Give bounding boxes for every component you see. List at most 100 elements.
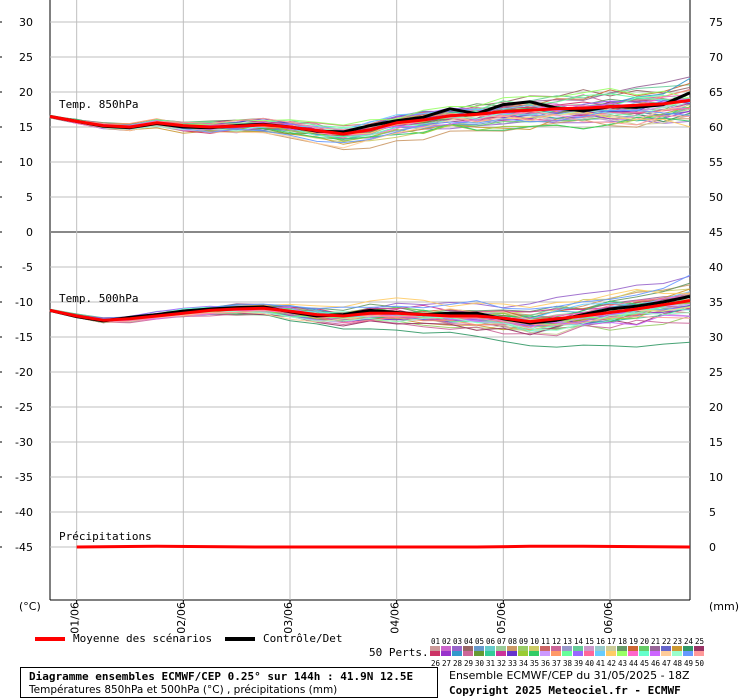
y-tick-label: 15	[19, 121, 33, 134]
y-tick-label: 25	[19, 51, 33, 64]
member-swatch	[617, 646, 627, 651]
member-swatch	[496, 646, 506, 651]
member-number: 01	[431, 637, 440, 646]
y-tick-label: -15	[15, 331, 33, 344]
member-number: 11	[541, 637, 550, 646]
y2-tick-label: 55	[709, 156, 723, 169]
member-number: 35	[530, 659, 539, 666]
y2-tick-label: 25	[709, 366, 723, 379]
member-swatch	[529, 651, 539, 656]
member-swatch	[507, 646, 517, 651]
copyright: Copyright 2025 Meteociel.fr - ECMWF	[449, 684, 681, 697]
member-number: 31	[486, 659, 495, 666]
member-number: 30	[475, 659, 485, 666]
member-number: 02	[442, 637, 451, 646]
y-tick-label: -45	[15, 541, 33, 554]
x-tick-label: 05/06	[495, 602, 508, 634]
y2-tick-label: 15	[709, 436, 723, 449]
member-number: 26	[431, 659, 441, 666]
member-swatch	[496, 651, 506, 656]
member-number: 46	[651, 659, 661, 666]
member-swatch	[584, 646, 594, 651]
y-tick-label: -30	[15, 436, 33, 449]
member-swatch	[573, 651, 583, 656]
legend-mean-label: Moyenne des scénarios	[73, 632, 213, 645]
member-swatch	[562, 646, 572, 651]
chart-caption: Diagramme ensembles ECMWF/CEP 0.25° sur …	[20, 667, 438, 698]
member-swatch	[485, 651, 495, 656]
member-swatch	[694, 651, 704, 656]
panel-label-precip: Précipitations	[59, 530, 152, 543]
member-number: 23	[673, 637, 682, 646]
member-swatch	[584, 651, 594, 656]
member-swatch	[551, 646, 561, 651]
member-swatch	[606, 651, 616, 656]
member-swatch	[518, 646, 528, 651]
left-unit-label: (°C)	[19, 600, 41, 613]
member-swatch	[639, 651, 649, 656]
member-swatch	[595, 646, 605, 651]
member-swatch	[540, 646, 550, 651]
member-number: 24	[684, 637, 694, 646]
member-swatch	[430, 646, 440, 651]
member-number: 41	[596, 659, 605, 666]
member-number: 09	[519, 637, 528, 646]
member-swatch	[474, 651, 484, 656]
y2-tick-label: 65	[709, 86, 723, 99]
y2-tick-label: 30	[709, 331, 723, 344]
member-number: 44	[629, 659, 639, 666]
member-number: 32	[497, 659, 506, 666]
member-number: 22	[662, 637, 671, 646]
x-tick-label: 02/06	[175, 602, 188, 634]
member-swatch	[562, 651, 572, 656]
member-number: 36	[541, 659, 551, 666]
x-tick-label: 01/06	[69, 602, 82, 634]
y-tick-label: -40	[15, 506, 33, 519]
y-tick-label: -10	[15, 296, 33, 309]
member-color-grid: 01 02 03 04 05 06 07 08 09 10 11 12 13 14 15 16 17 18 19 20…	[430, 637, 704, 666]
member-number: 06	[486, 637, 496, 646]
y-tick-label: -20	[15, 366, 33, 379]
member-swatch	[485, 646, 495, 651]
member-number: 33	[508, 659, 517, 666]
member-swatch	[650, 646, 660, 651]
x-tick-label: 03/06	[282, 602, 295, 634]
member-number: 42	[607, 659, 616, 666]
y2-tick-label: 5	[709, 506, 716, 519]
y-tick-label: 5	[26, 191, 33, 204]
member-number: 38	[563, 659, 573, 666]
y2-tick-label: 60	[709, 121, 723, 134]
member-number: 18	[618, 637, 628, 646]
member-number: 48	[673, 659, 683, 666]
member-swatch	[661, 651, 671, 656]
member-number: 05	[475, 637, 484, 646]
member-number: 04	[464, 637, 474, 646]
member-number: 14	[574, 637, 584, 646]
member-swatch	[606, 646, 616, 651]
legend-control-swatch	[225, 637, 255, 641]
legend-perts-label: 50 Perts.	[369, 646, 429, 659]
member-swatch	[507, 651, 517, 656]
legend-control: Contrôle/Det	[225, 632, 342, 645]
y2-tick-label: 70	[709, 51, 723, 64]
member-number: 43	[618, 659, 627, 666]
member-number: 34	[519, 659, 529, 666]
y2-tick-label: 20	[709, 401, 723, 414]
member-swatch	[672, 646, 682, 651]
y-tick-label: 0	[26, 226, 33, 239]
member-swatch	[463, 651, 473, 656]
run-info: Ensemble ECMWF/CEP du 31/05/2025 - 18Z	[449, 669, 690, 682]
member-number: 13	[563, 637, 572, 646]
chart-subtitle: Températures 850hPa et 500hPa (°C) , pré…	[29, 684, 338, 696]
member-swatch	[683, 651, 693, 656]
y2-tick-label: 35	[709, 296, 723, 309]
member-swatch	[430, 651, 440, 656]
mean-line-850	[49, 98, 691, 136]
member-number: 40	[585, 659, 595, 666]
member-swatch	[639, 646, 649, 651]
member-swatch	[694, 646, 704, 651]
precip-mean-line	[76, 544, 691, 549]
member-swatch	[463, 646, 473, 651]
y2-tick-label: 75	[709, 16, 723, 29]
